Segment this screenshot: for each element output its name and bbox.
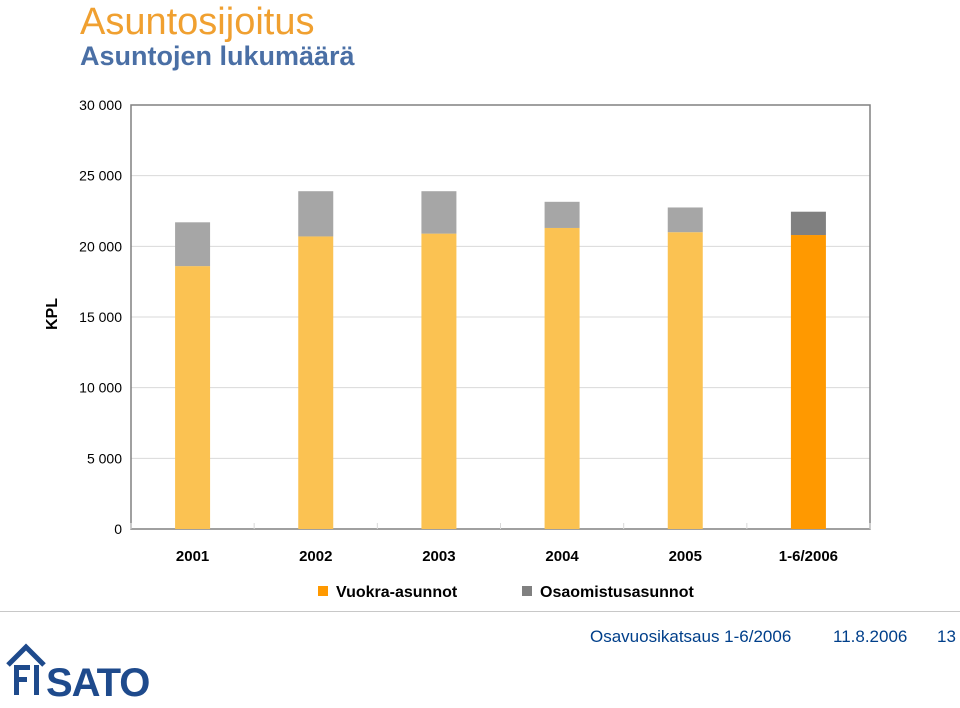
x-tick-label: 2002 (299, 548, 332, 565)
sato-logo: SATO (6, 641, 166, 708)
bar-vuokra-2004 (544, 227, 580, 529)
legend-label-osaomistus: Osaomistusasunnot (540, 584, 694, 601)
bar-osaomistus-2001 (175, 222, 211, 267)
x-axis-ticks (130, 523, 871, 529)
x-tick-label: 1-6/2006 (779, 548, 838, 565)
bar-osaomistus-2004 (544, 201, 580, 228)
y-tick-label: 15 000 (79, 309, 122, 325)
y-axis-tick-labels: 0 5 000 10 000 15 000 20 000 25 000 30 000 (79, 97, 122, 537)
x-tick-label: 2003 (422, 548, 455, 565)
y-tick-label: 10 000 (79, 380, 122, 396)
x-tick-label: 2005 (669, 548, 702, 565)
y-tick-label: 0 (114, 521, 122, 537)
legend-label-vuokra: Vuokra-asunnot (336, 584, 458, 601)
bar-vuokra-2003 (421, 233, 457, 529)
sato-house-icon (6, 643, 46, 695)
y-tick-label: 5 000 (87, 450, 122, 466)
page-subtitle: Asuntojen lukumäärä (80, 41, 355, 71)
y-axis-label: KPL (44, 298, 61, 330)
y-tick-label: 25 000 (79, 168, 122, 184)
footer-divider (0, 611, 960, 612)
x-axis-tick-labels: 2001 2002 2003 2004 2005 1-6/2006 (176, 548, 838, 565)
bar-osaomistus-1-6/2006 (790, 211, 826, 236)
footer-report-label: Osavuosikatsaus 1-6/2006 (590, 627, 792, 646)
legend: Vuokra-asunnot Osaomistusasunnot (318, 584, 694, 601)
legend-swatch-vuokra (318, 586, 328, 596)
bar-osaomistus-2002 (298, 191, 334, 237)
y-tick-label: 20 000 (79, 238, 122, 254)
bar-vuokra-1-6/2006 (790, 235, 826, 529)
x-tick-label: 2001 (176, 548, 209, 565)
bars (175, 191, 826, 529)
stacked-bar-chart: 0 5 000 10 000 15 000 20 000 25 000 30 000 200… (44, 97, 871, 601)
y-tick-label: 30 000 (79, 97, 122, 113)
gridlines (131, 175, 870, 459)
x-tick-label: 2004 (545, 548, 579, 565)
bar-vuokra-2005 (667, 232, 703, 529)
bar-vuokra-2001 (175, 266, 211, 529)
page-title: Asuntosijoitus (80, 1, 315, 43)
footer-date: 11.8.2006 (833, 627, 908, 646)
page-number: 13 (937, 627, 956, 646)
bar-osaomistus-2005 (667, 207, 703, 233)
bar-vuokra-2002 (298, 236, 334, 529)
logo-text: SATO (46, 661, 149, 703)
legend-swatch-osaomistus (522, 586, 532, 596)
bar-osaomistus-2003 (421, 191, 457, 234)
